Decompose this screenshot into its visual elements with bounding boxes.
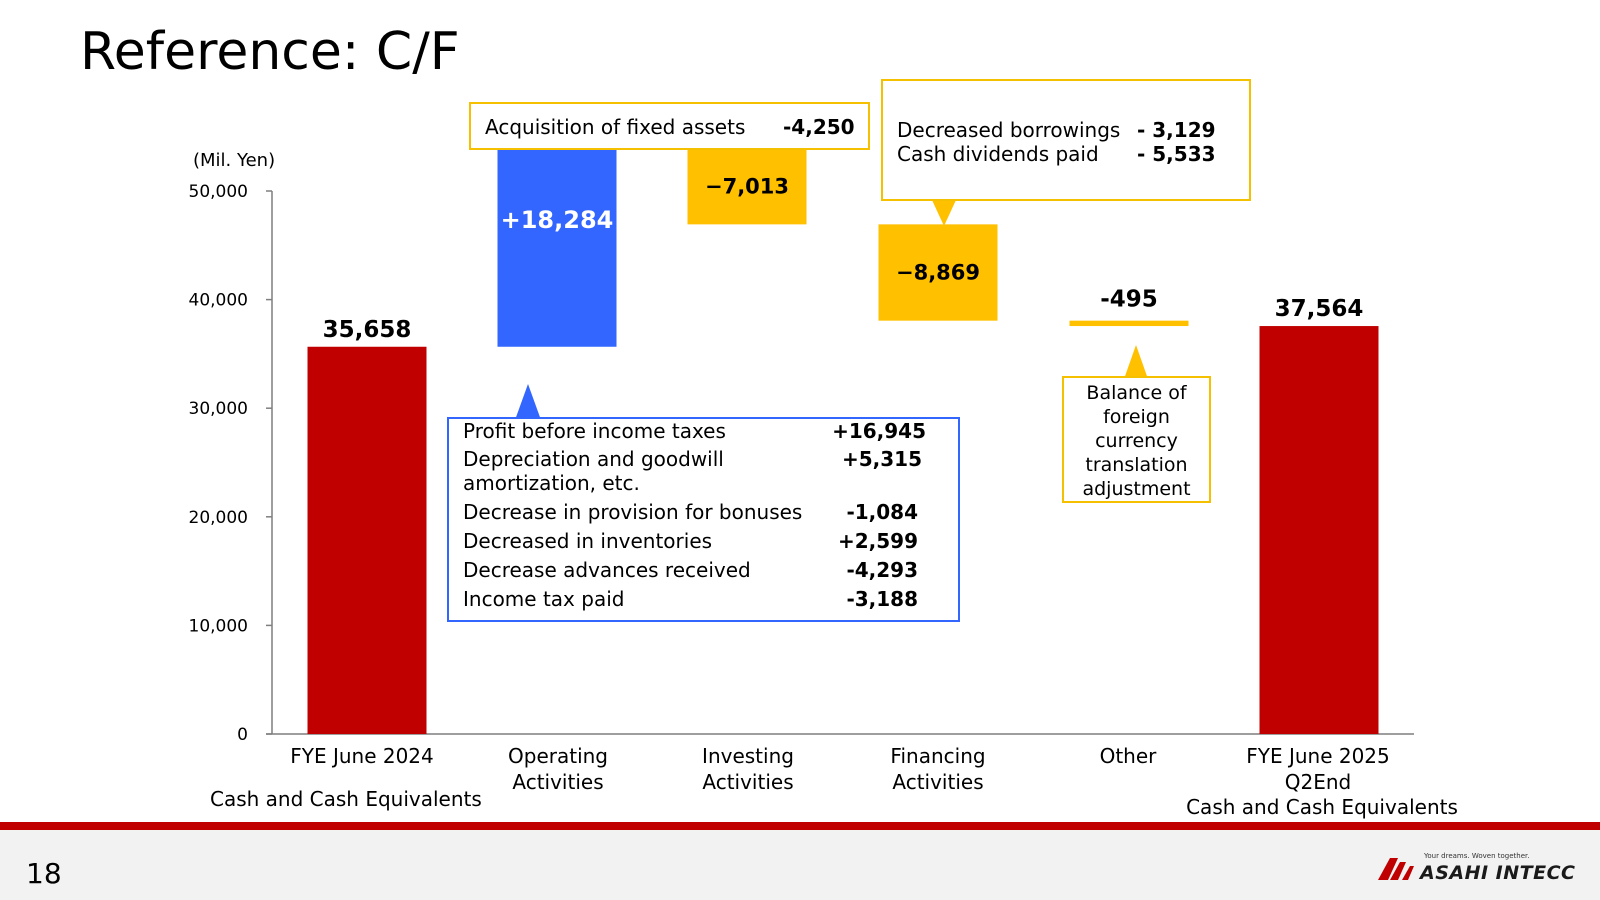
category-label-line: Q2End: [1284, 770, 1352, 794]
category-label-line: Activities: [512, 770, 604, 794]
bar-increase: [497, 148, 617, 347]
financing-item: Cash dividends paid - 5,533: [897, 142, 1216, 166]
category-label-line: Investing: [702, 744, 794, 768]
operating-item-label: Income tax paid: [463, 587, 625, 611]
financing-callout-pointer: [932, 200, 956, 226]
other-callout-line: Balance of: [1086, 382, 1187, 404]
financing-item-value: - 3,129: [1137, 118, 1216, 142]
category-label-financing: Financing Activities: [858, 743, 1018, 795]
operating-item-value: +2,599: [837, 529, 918, 553]
investing-callout-label: Acquisition of fixed assets: [485, 115, 746, 139]
y-tick-label: 0: [237, 725, 248, 745]
category-label-operating: Operating Activities: [478, 743, 638, 795]
bar-value-label: 37,564: [1275, 296, 1364, 322]
category-label-fye2025: FYE June 2025 Q2End: [1218, 743, 1418, 795]
unit-label: (Mil. Yen): [193, 150, 276, 171]
page-title: Reference: C/F: [80, 22, 460, 82]
operating-item-value: -4,293: [846, 558, 918, 582]
operating-item-label: Depreciation and goodwill: [463, 447, 724, 471]
category-label-line: Operating: [508, 744, 608, 768]
brand-tagline: Your dreams. Woven together.: [1424, 852, 1530, 860]
logo-mark-icon: [1378, 858, 1414, 880]
operating-item-label: Decrease in provision for bonuses: [463, 500, 803, 524]
category-label-fye2024: FYE June 2024: [290, 744, 434, 768]
operating-item: Decreased in inventories +2,599: [463, 529, 918, 553]
other-callout-pointer: [1124, 345, 1148, 379]
operating-item-label: Decreased in inventories: [463, 529, 713, 553]
bar-decrease: [687, 148, 807, 225]
operating-item-value: +5,315: [841, 447, 922, 471]
bar-decrease: [878, 224, 998, 321]
operating-callout-pointer: [515, 384, 541, 420]
footer-accent-line: [0, 822, 1600, 830]
category-sublabel-fye2024: Cash and Cash Equivalents: [210, 787, 482, 811]
financing-item-value: - 5,533: [1137, 142, 1216, 166]
operating-item-label: Profit before income taxes: [463, 419, 726, 443]
waterfall-chart: 0 10,000 20,000 30,000 40,000 50,000 35,658 +1…: [189, 148, 1414, 745]
operating-item-value: -1,084: [846, 500, 918, 524]
category-label-line: FYE June 2025: [1246, 744, 1390, 768]
operating-item-value: +16,945: [832, 419, 926, 443]
bar-total: [1259, 326, 1379, 734]
other-callout-line: foreign: [1103, 406, 1170, 428]
operating-item: Income tax paid -3,188: [463, 587, 918, 611]
y-tick-label: 30,000: [189, 399, 248, 419]
category-label-line: Activities: [702, 770, 794, 794]
category-label-line: Activities: [892, 770, 984, 794]
bar-value-label: -495: [1100, 287, 1158, 313]
bar-total: [307, 346, 427, 734]
operating-item: Depreciation and goodwill amortization, …: [463, 447, 922, 495]
other-callout: Balance of foreign currency translation …: [1062, 376, 1211, 503]
category-label-line: Financing: [890, 744, 986, 768]
bar-value-label: +18,284: [501, 206, 614, 234]
bar-value-label: 35,658: [323, 317, 412, 343]
financing-item: Decreased borrowings - 3,129: [897, 118, 1216, 142]
category-label-investing: Investing Activities: [668, 743, 828, 795]
bar-value-label: −8,869: [896, 261, 980, 285]
operating-callout: Profit before income taxes +16,945 Depre…: [447, 417, 960, 622]
operating-item: Decrease advances received -4,293: [463, 558, 918, 582]
other-callout-line: currency: [1095, 430, 1178, 452]
investing-callout-value: -4,250: [783, 115, 855, 139]
y-tick-label: 40,000: [189, 291, 248, 311]
bar-value-label: −7,013: [705, 174, 789, 198]
operating-item: Decrease in provision for bonuses -1,084: [463, 500, 918, 524]
category-label-other: Other: [1099, 744, 1157, 768]
financing-callout: Decreased borrowings - 3,129 Cash divide…: [881, 79, 1251, 201]
category-sublabel-fye2025: Cash and Cash Equivalents: [1186, 795, 1458, 819]
brand-name: ASAHI INTECC: [1420, 862, 1576, 884]
operating-item: Profit before income taxes +16,945: [463, 419, 926, 443]
investing-callout: Acquisition of fixed assets -4,250: [469, 102, 870, 150]
bar-decrease: [1069, 320, 1189, 327]
operating-item-label-cont: amortization, etc.: [463, 471, 640, 495]
other-callout-line: adjustment: [1082, 478, 1191, 500]
footer: [0, 822, 1600, 900]
financing-item-label: Cash dividends paid: [897, 142, 1099, 166]
y-tick-label: 20,000: [189, 508, 248, 528]
y-tick-label: 10,000: [189, 616, 248, 636]
other-callout-line: translation: [1085, 454, 1188, 476]
financing-item-label: Decreased borrowings: [897, 118, 1121, 142]
operating-item-label: Decrease advances received: [463, 558, 751, 582]
y-tick-label: 50,000: [189, 182, 248, 202]
page-number: 18: [26, 857, 62, 890]
operating-item-value: -3,188: [846, 587, 918, 611]
